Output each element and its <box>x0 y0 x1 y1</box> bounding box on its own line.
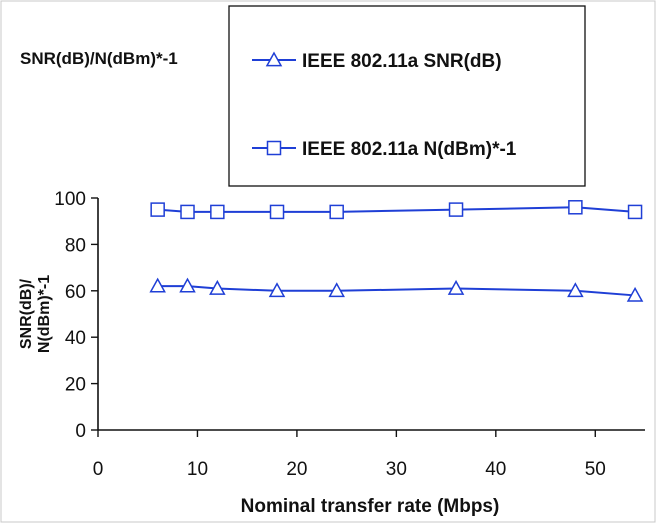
data-point <box>627 204 643 220</box>
y-tick-label: 40 <box>65 328 86 349</box>
data-point <box>150 202 165 217</box>
series-line <box>157 285 636 297</box>
legend-entry: IEEE 802.11a SNR(dB) <box>252 51 502 72</box>
legend-entry: IEEE 802.11a N(dBm)*-1 <box>252 139 517 160</box>
y-tick-label: 80 <box>65 235 86 256</box>
legend-box <box>228 5 586 187</box>
y-tick-label: 60 <box>65 282 86 303</box>
legend-marker <box>266 140 282 156</box>
legend-label: IEEE 802.11a SNR(dB) <box>302 51 502 72</box>
x-tick-label: 30 <box>386 459 407 480</box>
legend-label: IEEE 802.11a N(dBm)*-1 <box>302 139 517 160</box>
legend-marker <box>265 51 283 67</box>
data-point <box>329 204 344 220</box>
y-tick-label: 100 <box>54 189 86 210</box>
data-point <box>328 282 345 298</box>
x-tick-label: 10 <box>187 459 208 480</box>
x-axis-label: Nominal transfer rate (Mbps) <box>241 496 500 517</box>
y-tick-label: 20 <box>65 375 86 396</box>
data-point <box>568 200 583 215</box>
series-2 <box>150 200 643 220</box>
axes-layer: 0 20 40 60 80 100 0 10 20 30 40 50 SNR(dB)/N(dBm)*-1 <box>18 189 645 480</box>
legend: IEEE 802.11a SNR(dB) IEEE 802.11a N(dBm)*… <box>228 5 586 187</box>
x-tick-label: 0 <box>93 459 104 480</box>
data-point <box>567 282 584 298</box>
data-point <box>180 204 195 220</box>
series-1 <box>149 277 644 302</box>
data-point <box>210 204 225 220</box>
data-point <box>448 202 464 217</box>
data-point <box>149 277 166 293</box>
data-point <box>269 204 285 220</box>
y-axis-label: SNR(dB)/N(dBm)*-1 <box>18 275 53 353</box>
data-point <box>626 286 644 302</box>
x-tick-label: 50 <box>585 459 606 480</box>
data-point <box>179 277 196 293</box>
y-tick-label: 0 <box>75 421 86 442</box>
x-tick-label: 40 <box>485 459 506 480</box>
x-tick-label: 20 <box>286 459 307 480</box>
chart-title: SNR(dB)/N(dBm)*-1 <box>20 49 178 68</box>
data-point <box>209 279 226 295</box>
series-layer <box>149 200 644 302</box>
data-point <box>447 279 465 295</box>
data-point <box>268 282 286 298</box>
series-line <box>157 206 636 213</box>
